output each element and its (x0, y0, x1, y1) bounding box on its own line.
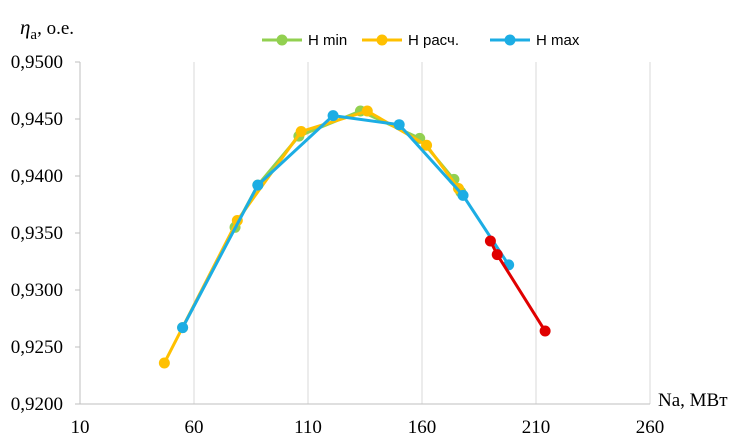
data-point (484, 235, 496, 247)
legend-label: H min (308, 32, 347, 49)
legend-marker (376, 34, 388, 46)
data-point (361, 105, 373, 117)
y-axis-title: ηa, о.е. (20, 15, 74, 43)
series-line-2 (181, 114, 510, 329)
data-point (158, 357, 170, 369)
series (158, 105, 551, 369)
x-tick-label: 110 (294, 417, 322, 438)
data-point (295, 126, 307, 138)
legend: H min H расч. H max (262, 32, 580, 49)
axes (75, 61, 650, 405)
y-axis-unit: , о.е. (37, 18, 74, 39)
x-tick-label: 10 (71, 417, 90, 438)
y-tick-label: 0,9450 (11, 109, 63, 130)
legend-label: H max (536, 32, 580, 49)
data-point (252, 179, 264, 191)
legend-marker (276, 34, 288, 46)
tick-labels: 10 60 110 160 210 260 0,9200 0,9250 0,9300 0,9350… (11, 52, 665, 438)
legend-marker (504, 34, 516, 46)
data-point (327, 110, 339, 122)
series-line-1 (163, 109, 460, 364)
x-axis-title: Na, МВт (658, 390, 728, 411)
y-tick-label: 0,9250 (11, 337, 63, 358)
x-tick-label: 260 (636, 417, 665, 438)
data-point (421, 139, 433, 151)
y-tick-label: 0,9400 (11, 166, 63, 187)
data-point (539, 325, 551, 337)
y-axis-symbol: η (20, 15, 30, 39)
y-tick-label: 0,9300 (11, 280, 63, 301)
y-axis-subscript: a (30, 27, 37, 43)
data-point (177, 322, 189, 334)
y-tick-label: 0,9200 (11, 394, 63, 415)
data-point (393, 119, 405, 131)
y-tick-label: 0,9500 (11, 52, 63, 73)
x-tick-label: 160 (408, 417, 437, 438)
grid (193, 62, 651, 404)
x-tick-label: 210 (522, 417, 551, 438)
legend-label: H расч. (408, 32, 459, 49)
y-tick-label: 0,9350 (11, 223, 63, 244)
x-tick-label: 60 (185, 417, 204, 438)
data-point (491, 249, 503, 261)
data-point (457, 189, 469, 201)
